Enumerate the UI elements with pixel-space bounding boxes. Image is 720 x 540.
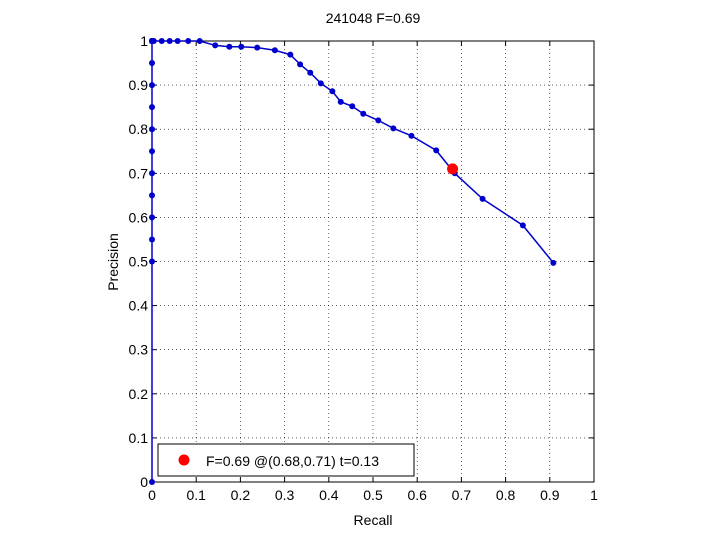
- grid-lines: [152, 41, 594, 482]
- data-point: [149, 60, 155, 67]
- data-point: [196, 38, 203, 44]
- legend-label: F=0.69 @(0.68,0.71) t=0.13: [206, 453, 379, 469]
- data-point: [254, 44, 261, 51]
- x-tick-label: 0.4: [319, 487, 339, 503]
- data-point: [238, 43, 245, 50]
- data-point: [479, 195, 486, 202]
- x-tick-label: 0.9: [540, 487, 560, 503]
- y-axis-label: Precision: [105, 233, 121, 291]
- y-tick-label: 0.9: [129, 77, 149, 93]
- data-series: [149, 38, 557, 485]
- data-point: [360, 110, 367, 117]
- y-tick-label: 0.6: [129, 209, 149, 225]
- data-point: [287, 51, 294, 58]
- x-tick-label: 0: [148, 487, 156, 503]
- axis-ticks: 0 0.1 0.2 0.3 0.4 0.5 0.6 0.7 0.8 0.9 1 0 0.1 0.2 0.3 0…: [129, 33, 599, 503]
- x-tick-label: 0.7: [452, 487, 472, 503]
- data-point: [408, 132, 415, 139]
- data-point: [185, 38, 192, 44]
- data-point: [349, 103, 356, 110]
- data-point: [149, 104, 155, 111]
- data-point: [150, 38, 157, 44]
- data-point: [149, 479, 155, 485]
- y-tick-label: 0.5: [129, 254, 149, 270]
- legend: F=0.69 @(0.68,0.71) t=0.13: [157, 443, 415, 477]
- data-point: [174, 38, 181, 44]
- data-point: [307, 69, 314, 76]
- chart-title: 241048 F=0.69: [326, 10, 421, 26]
- data-point: [149, 170, 155, 177]
- legend-marker-icon: [178, 454, 190, 466]
- data-point: [149, 214, 155, 221]
- x-tick-label: 0.3: [275, 487, 295, 503]
- data-point: [158, 38, 165, 44]
- y-tick-label: 0.8: [129, 121, 149, 137]
- data-point: [149, 236, 155, 243]
- data-point: [519, 222, 526, 229]
- y-tick-label: 0.2: [129, 386, 149, 402]
- data-point: [149, 258, 155, 265]
- y-tick-label: 0: [140, 474, 148, 490]
- x-tick-label: 0.5: [363, 487, 383, 503]
- data-point: [317, 80, 324, 87]
- y-tick-label: 1: [140, 33, 148, 49]
- x-tick-label: 0.2: [231, 487, 251, 503]
- y-tick-label: 0.7: [129, 165, 149, 181]
- x-tick-label: 0.1: [186, 487, 206, 503]
- data-point: [297, 61, 304, 68]
- data-point: [212, 42, 219, 49]
- data-point: [149, 82, 155, 89]
- data-point: [226, 43, 233, 50]
- data-point: [337, 98, 344, 105]
- x-tick-label: 0.8: [496, 487, 516, 503]
- y-tick-label: 0.1: [129, 430, 149, 446]
- data-point: [433, 147, 440, 154]
- data-point: [149, 192, 155, 199]
- data-point: [390, 125, 397, 132]
- data-point: [375, 117, 382, 124]
- data-point: [149, 148, 155, 155]
- legend-box: [157, 443, 415, 477]
- best-f-point-marker: [447, 163, 459, 175]
- data-point: [271, 47, 278, 54]
- y-tick-label: 0.3: [129, 342, 149, 358]
- data-point: [550, 259, 557, 266]
- data-point: [329, 88, 336, 95]
- x-axis-label: Recall: [354, 512, 393, 528]
- y-tick-label: 0.4: [129, 298, 149, 314]
- x-tick-label: 1: [590, 487, 598, 503]
- data-point: [149, 126, 155, 133]
- x-tick-label: 0.6: [407, 487, 427, 503]
- data-point: [166, 38, 173, 44]
